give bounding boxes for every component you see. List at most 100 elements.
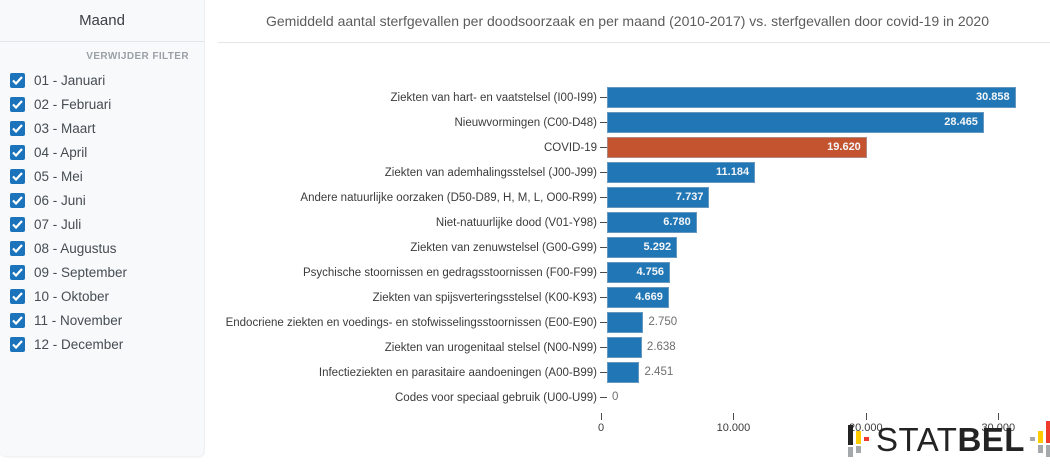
category-label: Codes voor speciaal gebruik (U00-U99) — [395, 391, 597, 404]
x-tick-label: 10.000 — [716, 422, 751, 434]
bar-row: Ziekten van urogenitaal stelsel (N00-N99… — [211, 335, 1050, 360]
month-filter-item[interactable]: 04 - April — [10, 140, 204, 164]
bar[interactable] — [607, 87, 1016, 108]
x-tick-mark — [865, 413, 867, 420]
bar-value-label: 2.638 — [646, 341, 676, 353]
bar-value-label: 28.465 — [944, 116, 978, 128]
bar-value-label: 2.451 — [644, 366, 674, 378]
month-filter-item[interactable]: 01 - Januari — [10, 68, 204, 92]
bar-value-label: 30.858 — [975, 91, 1010, 103]
month-label: 11 - November — [34, 312, 123, 328]
checkbox-checked-icon[interactable] — [10, 72, 25, 88]
checkbox-checked-icon[interactable] — [10, 192, 25, 208]
month-label: 09 - September — [34, 264, 128, 280]
checkbox-checked-icon[interactable] — [10, 96, 25, 112]
bar-value-label: 5.292 — [643, 241, 672, 253]
bar-row: Ziekten van hart- en vaatstelsel (I00-I9… — [211, 85, 1050, 110]
checkbox-checked-icon[interactable] — [10, 288, 25, 304]
month-filter-item[interactable]: 06 - Juni — [10, 188, 204, 212]
checkbox-checked-icon[interactable] — [10, 336, 25, 352]
y-tick — [600, 297, 607, 298]
bar[interactable] — [607, 187, 710, 208]
bar[interactable] — [607, 337, 642, 358]
bar[interactable] — [607, 212, 697, 233]
y-tick — [600, 172, 607, 173]
y-tick — [600, 347, 607, 348]
month-filter-item[interactable]: 07 - Juli — [10, 212, 204, 236]
bar-row: Endocriene ziekten en voedings- en stofw… — [211, 310, 1050, 335]
bar[interactable] — [607, 112, 984, 133]
bar-value-label: 7.737 — [675, 191, 704, 203]
checkbox-checked-icon[interactable] — [10, 168, 25, 184]
category-label: Ziekten van hart- en vaatstelsel (I00-I9… — [390, 91, 597, 104]
y-tick — [600, 372, 607, 373]
bar-row: Niet-natuurlijke dood (V01-Y98) 6.780 — [211, 210, 1050, 235]
category-label: Ziekten van zenuwstelsel (G00-G99) — [410, 241, 597, 254]
x-tick-label: 0 — [597, 422, 605, 434]
bar-value-label: 6.780 — [663, 216, 691, 228]
y-tick — [600, 147, 607, 148]
checkbox-checked-icon[interactable] — [10, 216, 25, 232]
statbel-logo: STATBEL — [848, 421, 1050, 461]
y-tick — [600, 247, 607, 248]
y-tick — [600, 272, 607, 273]
month-label: 05 - Mei — [34, 168, 83, 184]
month-filter-item[interactable]: 10 - Oktober — [10, 284, 204, 308]
month-filter-item[interactable]: 03 - Maart — [10, 116, 204, 140]
bar-row: Ziekten van zenuwstelsel (G00-G99) 5.292 — [211, 235, 1050, 260]
statbel-logo-right-glyph — [1029, 421, 1050, 461]
y-tick — [600, 397, 607, 398]
x-tick-mark — [998, 413, 1000, 420]
month-label: 01 - Januari — [34, 72, 106, 88]
checkbox-checked-icon[interactable] — [10, 144, 25, 160]
y-tick — [600, 222, 607, 223]
category-label: Ziekten van ademhalingsstelsel (J00-J99) — [384, 166, 597, 179]
month-filter-panel: Maand VERWIJDER FILTER 01 - Januari 02 - … — [0, 0, 205, 456]
category-label: Psychische stoornissen en gedragsstoorni… — [302, 266, 597, 279]
bar-value-label: 4.669 — [635, 291, 663, 303]
category-label: Nieuwvormingen (C00-D48) — [454, 116, 597, 129]
month-label: 02 - Februari — [34, 96, 112, 112]
checkbox-checked-icon[interactable] — [10, 240, 25, 256]
chart-title: Gemiddeld aantal sterfgevallen per doods… — [265, 13, 989, 29]
month-filter-item[interactable]: 02 - Februari — [10, 92, 204, 116]
x-tick-mark — [601, 413, 602, 420]
month-label: 04 - April — [34, 144, 88, 160]
category-label: Niet-natuurlijke dood (V01-Y98) — [435, 216, 597, 229]
bar[interactable] — [607, 312, 644, 333]
month-filter-item[interactable]: 12 - December — [10, 332, 204, 356]
month-filter-item[interactable]: 05 - Mei — [10, 164, 204, 188]
x-tick-label: 30.000 — [981, 422, 1016, 434]
bar[interactable] — [607, 162, 756, 183]
month-filter-item[interactable]: 11 - November — [10, 308, 204, 332]
bar[interactable] — [607, 362, 640, 383]
bar-row: Ziekten van ademhalingsstelsel (J00-J99)… — [211, 160, 1050, 185]
month-filter-item[interactable]: 08 - Augustus — [10, 236, 204, 260]
bar-value-label: 19.620 — [827, 141, 861, 153]
month-filter-item[interactable]: 09 - September — [10, 260, 204, 284]
checkbox-checked-icon[interactable] — [10, 120, 25, 136]
y-tick — [600, 322, 607, 323]
checkbox-checked-icon[interactable] — [10, 264, 25, 280]
bar-value-label: 11.184 — [716, 166, 750, 178]
bar-covid19[interactable] — [607, 137, 867, 158]
bar-row: Ziekten van spijsverteringsstelsel (K00-… — [211, 285, 1050, 310]
bar[interactable] — [607, 262, 670, 283]
bar[interactable] — [607, 287, 669, 308]
bar-row: COVID-19 19.620 — [211, 135, 1050, 160]
month-label: 10 - Oktober — [34, 288, 110, 304]
bar[interactable] — [607, 237, 678, 258]
sidebar-header: Maand — [0, 0, 204, 42]
sidebar-title: Maand — [79, 12, 125, 29]
month-label: 12 - December — [34, 336, 124, 352]
bar-row: Andere natuurlijke oorzaken (D50-D89, H,… — [211, 185, 1050, 210]
checkbox-checked-icon[interactable] — [10, 312, 25, 328]
clear-filter-button[interactable]: VERWIJDER FILTER — [86, 51, 189, 62]
bar-row: Infectieziekten en parasitaire aandoenin… — [211, 360, 1050, 385]
x-axis: 0 10.000 20.000 30.000 — [597, 410, 1038, 442]
bar-row: Codes voor speciaal gebruik (U00-U99) 0 — [211, 385, 1050, 410]
category-label: Andere natuurlijke oorzaken (D50-D89, H,… — [300, 191, 597, 204]
chart-panel: Gemiddeld aantal sterfgevallen per doods… — [205, 0, 1050, 464]
title-divider — [218, 42, 1050, 43]
y-tick — [600, 197, 607, 198]
